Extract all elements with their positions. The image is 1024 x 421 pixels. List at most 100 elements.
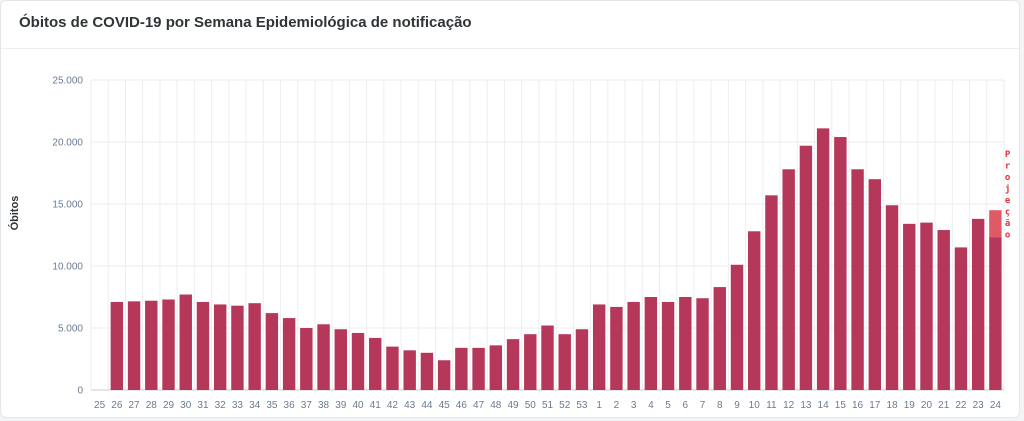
x-tick-label: 38 [318, 400, 330, 411]
bar[interactable] [231, 305, 244, 390]
bar[interactable] [799, 145, 813, 390]
bar[interactable] [248, 303, 261, 390]
x-tick-label: 1 [596, 400, 602, 411]
y-axis-label: Óbitos [8, 196, 21, 231]
projection-label-letter: ã [1005, 219, 1010, 229]
bar[interactable] [127, 301, 141, 390]
bar[interactable] [369, 337, 382, 390]
x-tick-label: 29 [163, 400, 175, 411]
x-tick-label: 5 [665, 400, 671, 411]
bar[interactable] [644, 297, 658, 390]
bar[interactable] [506, 339, 520, 390]
bar[interactable] [696, 298, 709, 390]
x-tick-label: 37 [301, 400, 313, 411]
bar[interactable] [713, 287, 726, 390]
x-tick-label: 52 [559, 400, 571, 411]
bar[interactable] [403, 350, 416, 390]
projection-label-letter: o [1005, 173, 1010, 183]
x-tick-label: 8 [717, 400, 723, 411]
x-tick-label: 10 [749, 400, 761, 411]
bar[interactable] [196, 301, 210, 390]
bar[interactable] [627, 301, 640, 390]
projection-label-letter: j [1005, 184, 1010, 195]
bar[interactable] [386, 346, 399, 390]
projection-label-letter: ç [1005, 208, 1010, 218]
x-tick-label: 7 [700, 400, 706, 411]
x-tick-label: 27 [129, 400, 141, 411]
bar[interactable] [110, 301, 124, 390]
y-tick-label: 25.000 [52, 76, 83, 87]
x-tick-label: 16 [852, 400, 864, 411]
bar[interactable] [816, 128, 830, 391]
grid-lines [90, 79, 1005, 391]
bar[interactable] [437, 360, 451, 390]
y-tick-label: 5.000 [58, 324, 83, 335]
bar[interactable] [213, 304, 227, 390]
bar[interactable] [971, 218, 985, 390]
bar[interactable] [489, 345, 503, 390]
bar[interactable] [541, 325, 554, 390]
x-tick-label: 14 [818, 400, 830, 411]
bar[interactable] [868, 179, 882, 390]
bar[interactable] [834, 137, 847, 390]
projection-bar[interactable] [989, 210, 1002, 238]
x-tick-label: 53 [576, 400, 588, 411]
x-tick-label: 4 [648, 400, 654, 411]
bar[interactable] [265, 313, 279, 390]
y-tick-label: 10.000 [52, 262, 83, 273]
x-tick-label: 2 [614, 400, 620, 411]
bar[interactable] [334, 329, 347, 390]
x-tick-label: 17 [869, 400, 881, 411]
bar[interactable] [592, 304, 606, 390]
bar[interactable] [420, 352, 434, 390]
bar[interactable] [937, 230, 950, 390]
bar[interactable] [455, 347, 468, 390]
bar[interactable] [524, 334, 537, 390]
x-tick-label: 9 [734, 400, 740, 411]
bar[interactable] [954, 247, 968, 390]
x-tick-label: 13 [800, 400, 812, 411]
bar[interactable] [575, 329, 589, 390]
bar[interactable] [282, 318, 296, 390]
x-tick-label: 47 [473, 400, 485, 411]
bar[interactable] [472, 347, 485, 390]
x-tick-label: 18 [886, 400, 898, 411]
bar[interactable] [885, 205, 899, 390]
x-tick-label: 34 [249, 400, 261, 411]
bar[interactable] [145, 300, 158, 390]
bar[interactable] [300, 328, 313, 390]
x-tick-label: 23 [973, 400, 985, 411]
bar[interactable] [782, 169, 795, 390]
x-tick-label: 21 [938, 400, 950, 411]
x-tick-label: 36 [284, 400, 296, 411]
bar[interactable] [679, 297, 692, 390]
bar[interactable] [748, 231, 761, 390]
x-tick-label: 49 [507, 400, 519, 411]
bars [110, 128, 1002, 391]
bar[interactable] [558, 334, 571, 390]
x-tick-label: 48 [490, 400, 502, 411]
bar[interactable] [730, 264, 744, 390]
bar[interactable] [903, 223, 916, 390]
x-tick-label: 12 [783, 400, 795, 411]
bar[interactable] [851, 169, 864, 390]
bar[interactable] [610, 306, 623, 390]
bar[interactable] [317, 324, 330, 390]
x-axis-ticks: 25 26 27 28 29 30 31 32 33 34 35 36 37 38 39 40 41 42 43 44… [94, 400, 1001, 411]
x-tick-label: 30 [180, 400, 192, 411]
x-tick-label: 39 [335, 400, 347, 411]
bar[interactable] [765, 195, 778, 390]
projection-label-letter: o [1005, 231, 1010, 241]
bar[interactable] [179, 294, 192, 390]
x-tick-label: 31 [197, 400, 209, 411]
bar[interactable] [351, 332, 365, 390]
bar[interactable] [920, 222, 933, 390]
bar[interactable] [162, 299, 175, 390]
y-tick-label: 15.000 [52, 200, 83, 211]
x-tick-label: 6 [683, 400, 689, 411]
bar[interactable] [989, 237, 1002, 390]
x-tick-label: 19 [904, 400, 916, 411]
bar[interactable] [661, 301, 675, 390]
